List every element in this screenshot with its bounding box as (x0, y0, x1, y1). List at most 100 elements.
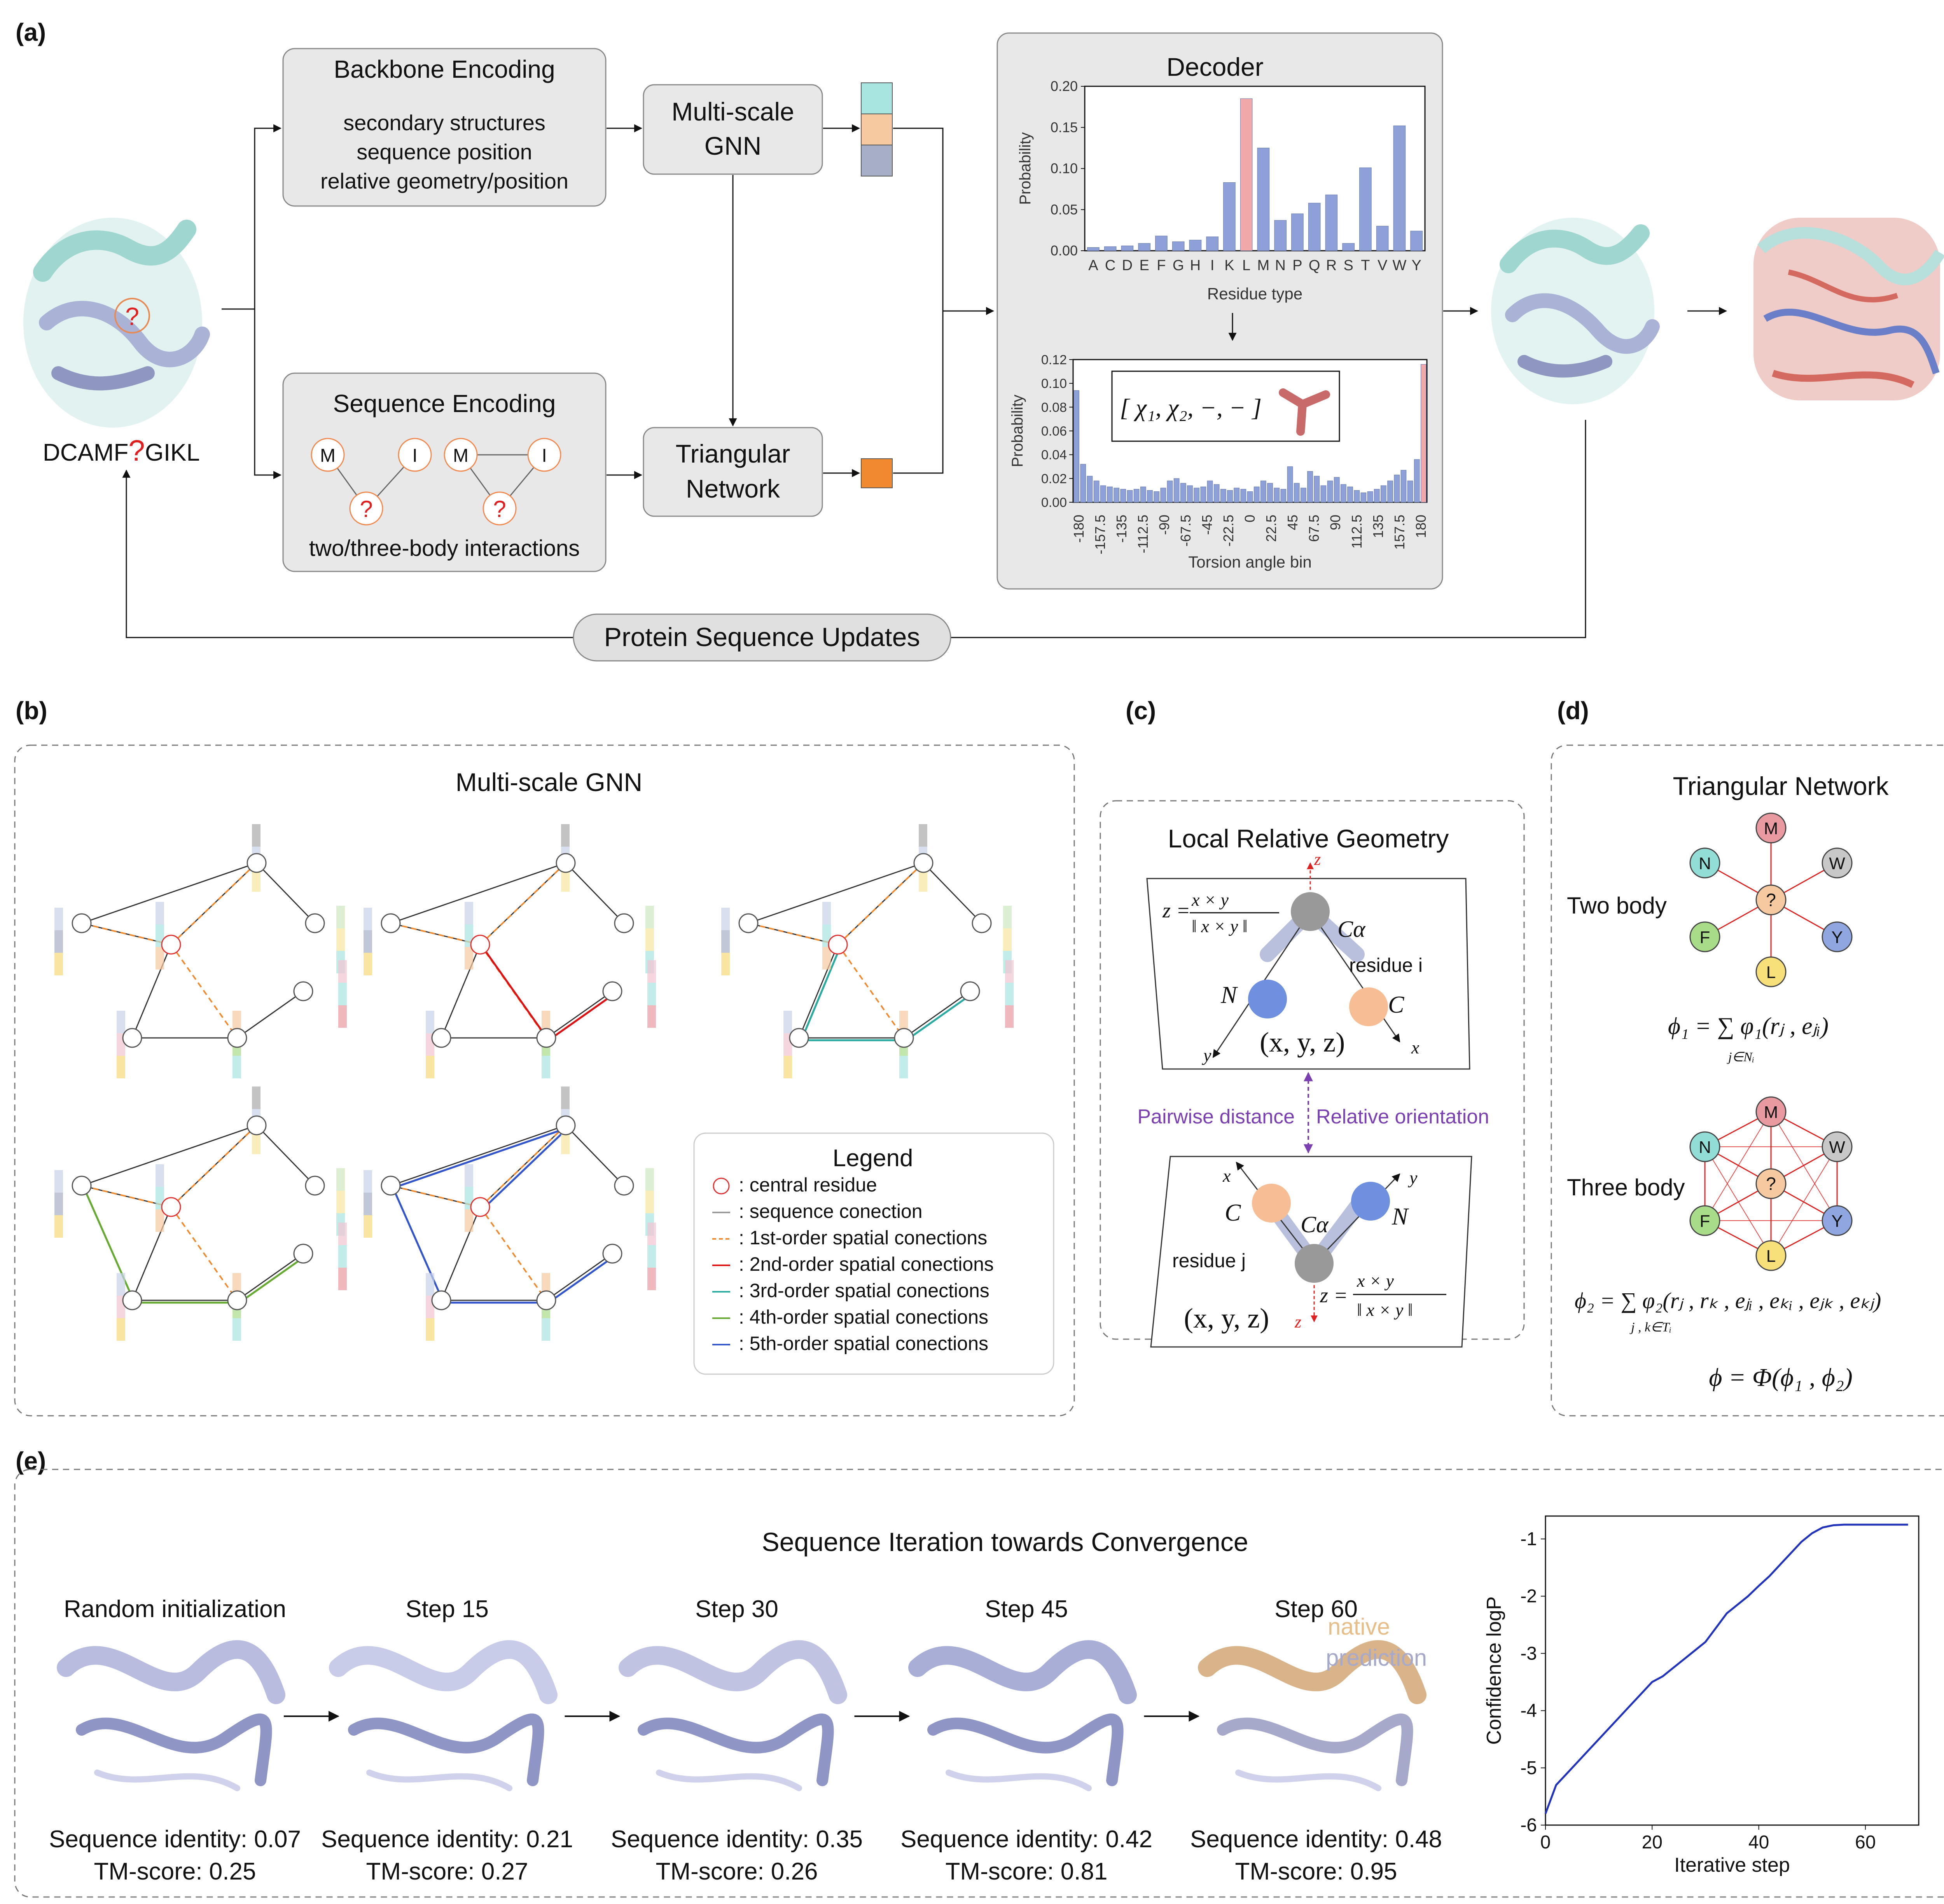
legend-item-label: : 1st-order spatial conections (739, 1227, 987, 1249)
tor-bar (1314, 476, 1320, 503)
residue-node (431, 1028, 451, 1048)
first-order-edge (390, 1185, 481, 1208)
node-feature-vector (364, 908, 372, 930)
res-bar-I (1206, 236, 1218, 251)
node-feature-vector (252, 869, 260, 892)
residue-node (614, 1176, 634, 1196)
step-protein-structure (329, 1640, 558, 1791)
res-bar-D (1121, 245, 1134, 251)
residue-node (227, 1290, 247, 1310)
gnn-graph-1 (54, 824, 347, 1078)
node-feature-vector (336, 906, 345, 928)
conf-xtick: 20 (1642, 1832, 1663, 1853)
node-feature-vector (1003, 906, 1012, 928)
node-q-2: ? (493, 496, 506, 522)
residue-node-label: M (1764, 819, 1778, 838)
res-bar-G (1172, 241, 1185, 251)
z-den-i: ‖ x × y ‖ (1192, 916, 1248, 936)
sequence-edge (81, 1125, 257, 1186)
res-bar-N (1274, 220, 1287, 251)
three-body-graph: ? M W Y L F N (1689, 1096, 1853, 1271)
res-ytick: 0.20 (1051, 78, 1078, 94)
tor-bar (1114, 487, 1119, 503)
tor-xtick: -180 (1071, 515, 1087, 543)
protein-sequence-updates-label: Protein Sequence Updates (604, 622, 920, 652)
tor-bar (1253, 486, 1260, 503)
residue-j-geometry (1236, 1162, 1400, 1322)
residue-node (381, 1176, 401, 1196)
tor-bar (1107, 486, 1113, 503)
central-residue-node (470, 1197, 490, 1217)
step-label: Random initialization (64, 1596, 286, 1623)
residue-node-W (1822, 847, 1853, 879)
tor-xtick: 0 (1242, 515, 1258, 522)
node-feature-vector (54, 953, 63, 975)
backbone-encoding-title: Backbone Encoding (334, 55, 555, 83)
node-feature-vector (542, 1318, 550, 1341)
conf-ytick: -1 (1520, 1529, 1537, 1549)
step-sequence-identity: Sequence identity: 0.07 (49, 1826, 301, 1853)
z-num-i: x × y (1191, 890, 1229, 910)
phi-formula: ϕ = Φ(ϕ₁ , ϕ₂) (1709, 1363, 1853, 1392)
residue-i-label: residue i (1349, 954, 1423, 976)
res-xtick: A (1088, 257, 1098, 274)
gnn-graph-2 (364, 824, 656, 1078)
legend-items: : central residue: sequence conection: 1… (712, 1174, 994, 1354)
residue-node (738, 913, 759, 933)
res-xtick: R (1326, 257, 1337, 274)
tor-bar (1414, 459, 1420, 503)
triangle-edge (1771, 1146, 1837, 1256)
z-num-j: x × y (1357, 1271, 1394, 1291)
node-feature-vector (364, 1170, 372, 1193)
node-feature-vector (465, 1209, 473, 1232)
node-feature-vector (54, 1215, 63, 1238)
residue-node-label: M (1764, 1103, 1778, 1122)
node-feature-vector (336, 1191, 345, 1213)
tor-ytick: 0.08 (1041, 400, 1067, 415)
first-order-edge (837, 862, 924, 945)
tor-bar (1093, 480, 1100, 503)
step-tm-score: TM-score: 0.81 (946, 1858, 1108, 1885)
legend-item-label: : 4th-order spatial conections (739, 1306, 988, 1328)
center-node (1755, 884, 1787, 915)
tor-bar (1280, 489, 1287, 503)
node-feature-vector (156, 902, 164, 924)
node-feature-vector (465, 1164, 473, 1187)
tor-xtick: 90 (1327, 515, 1343, 530)
node-feature-vector (117, 1011, 125, 1033)
tor-bar (1234, 487, 1240, 503)
residue-node (602, 981, 622, 1001)
first-order-edge (479, 862, 566, 945)
node-feature-vector (645, 1168, 654, 1191)
res-xtick: T (1361, 257, 1370, 274)
tor-bar (1294, 483, 1300, 503)
res-bar-T (1359, 167, 1372, 251)
input-protein: ? (23, 218, 210, 428)
node-feature-vector (233, 1273, 241, 1296)
protein-question-mark: ? (125, 302, 139, 330)
node-feature-vector (561, 1132, 570, 1154)
triangular-network-panel (1551, 744, 1944, 1417)
conf-xtick: 60 (1855, 1832, 1876, 1853)
node-feature-vector (364, 930, 372, 953)
backbone-encoding-box (282, 48, 607, 207)
residue-node (72, 913, 92, 933)
residue-node-N (1689, 847, 1720, 879)
sequence-iteration-panel (14, 1469, 1944, 1898)
sequence-edge (748, 862, 924, 924)
step-protein-structure (1198, 1640, 1427, 1791)
res-xtick: Q (1309, 257, 1320, 274)
sequence-edge (81, 862, 257, 924)
res-bar-Y (1410, 231, 1423, 251)
higher-order-edge (481, 946, 550, 1041)
tor-bar (1354, 490, 1360, 503)
res-ytick: 0.10 (1051, 161, 1078, 176)
node-feature-vector (336, 1168, 345, 1191)
node-feature-vector (542, 1011, 550, 1033)
tri-label-2: Network (686, 474, 780, 503)
tor-xtick: 112.5 (1349, 515, 1365, 548)
decoder-title: Decoder (1166, 52, 1263, 81)
panel-c-label: (c) (1126, 697, 1156, 725)
node-feature-vector (117, 1318, 125, 1341)
tor-bar (1220, 489, 1226, 503)
